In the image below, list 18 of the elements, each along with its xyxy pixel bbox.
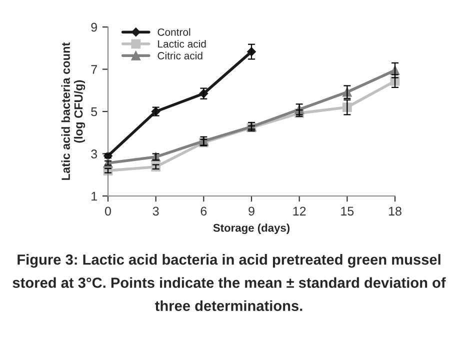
- y-tick-label: 7: [91, 65, 97, 74]
- y-tick-label: 3: [91, 150, 98, 158]
- x-tick-label: 6: [200, 206, 207, 216]
- x-tick-label: 12: [293, 206, 306, 216]
- x-tick-label: 9: [248, 206, 254, 216]
- x-tick-label: 0: [105, 206, 111, 216]
- y-tick-label: 5: [91, 107, 98, 116]
- legend-label: Citric acid: [158, 52, 202, 60]
- y-tick-label: 1: [92, 192, 97, 201]
- x-tick-label: 18: [389, 206, 402, 216]
- y-tick-label: 9: [91, 22, 97, 32]
- caption: Figure 3: Lactic acid bacteria in acid pretreated green mussel stored at 3°C. Points indicate the mean ± standard deviation of three determinations.: [12, 254, 446, 312]
- legend-label: Lactic acid: [158, 40, 206, 48]
- x-tick-label: 3: [152, 206, 159, 216]
- x-axis-title: Storage (days): [213, 224, 290, 234]
- y-axis-title: Latic acid bacteria count (log CFU/g): [61, 42, 86, 180]
- legend-label: Control: [158, 28, 190, 36]
- x-tick-label: 15: [341, 206, 354, 216]
